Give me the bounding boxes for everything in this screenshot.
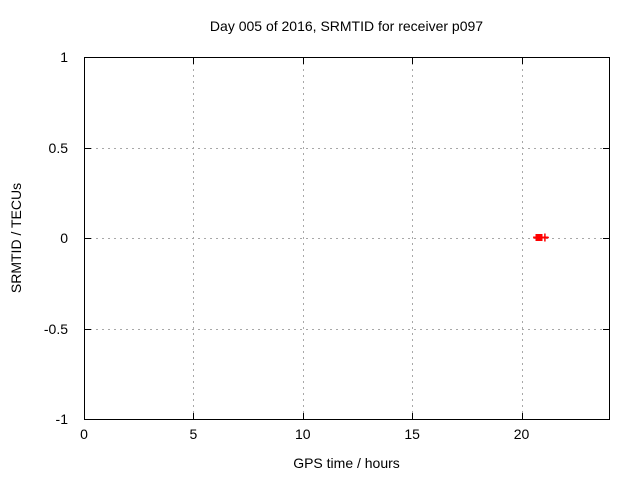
x-tick-label: 5 <box>189 426 198 442</box>
x-tick-label: 10 <box>294 426 311 442</box>
y-tick-label: -1 <box>55 411 68 427</box>
y-tick-label: -0.5 <box>43 320 68 337</box>
x-tick-label: 15 <box>404 426 420 442</box>
y-tick-label: 0.5 <box>48 139 68 156</box>
data-point-square <box>535 234 543 241</box>
plot-border <box>84 57 610 420</box>
x-tick-label: 0 <box>80 426 88 442</box>
x-tick-label: 20 <box>513 426 530 442</box>
y-tick-label: 1 <box>60 49 68 65</box>
chart-title: Day 005 of 2016, SRMTID for receiver p09… <box>209 18 484 34</box>
x-axis-label: GPS time / hours <box>293 455 400 471</box>
y-tick-label: 0 <box>60 230 68 246</box>
